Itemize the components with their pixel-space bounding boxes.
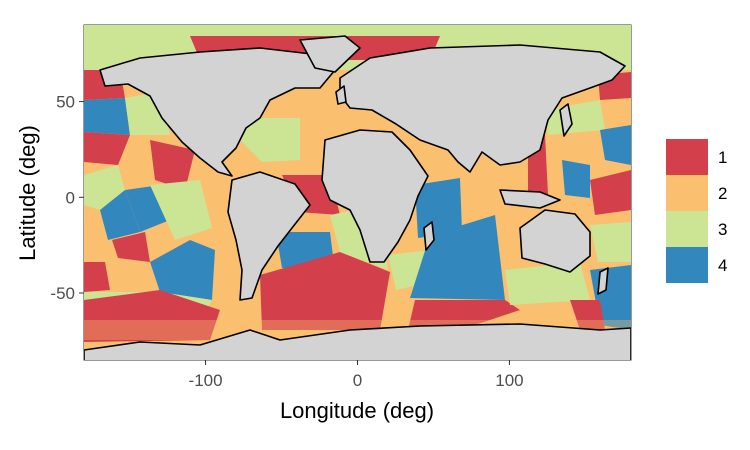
legend-label: 2 [718, 184, 727, 203]
region-spac-east-red [570, 300, 605, 330]
legend-label: 4 [718, 256, 727, 275]
land-masses [84, 35, 631, 360]
legend-swatch [666, 175, 708, 211]
legend: 1 2 3 4 [666, 139, 727, 283]
legend-swatch [666, 211, 708, 247]
region-npac-red-5 [84, 262, 110, 292]
region-wpac-red-2 [590, 170, 631, 215]
legend-label: 1 [718, 148, 727, 167]
region-wpac-blue-2 [600, 125, 631, 165]
region-natl-red [232, 118, 300, 162]
x-axis-title: Longitude (deg) [280, 398, 434, 423]
region-npac-green-2 [84, 165, 125, 210]
land-greenland [299, 35, 361, 73]
land-eurasia [339, 44, 626, 173]
region-spac-red [84, 290, 220, 342]
y-axis-title: Latitude (deg) [15, 125, 40, 261]
land-madagascar [423, 221, 435, 251]
region-npac-blue-4 [150, 240, 215, 300]
x-tick-label: -100 [189, 371, 223, 390]
region-satl-red [260, 252, 390, 330]
y-tick-label: 50 [56, 93, 75, 112]
region-npac-green-3 [150, 180, 212, 240]
land-indonesia [499, 189, 561, 209]
legend-swatch [666, 139, 708, 175]
legend-swatch [666, 247, 708, 283]
x-axis: -100 0 100 [189, 360, 524, 390]
land-north-america [99, 47, 336, 177]
region-npac-red-4 [112, 232, 150, 262]
x-tick-label: 100 [495, 371, 523, 390]
region-npac-red-2 [84, 132, 130, 165]
land-south-america [227, 171, 311, 301]
land-antarctica [84, 323, 631, 360]
x-tick-label: 0 [353, 371, 362, 390]
region-npac-blue-3 [100, 190, 140, 240]
region-ind-red [408, 300, 520, 330]
region-wpac-green [545, 100, 605, 135]
y-axis: 50 0 -50 [50, 93, 84, 303]
region-npac-blue-1 [84, 98, 130, 135]
region-npac-red-3 [150, 140, 195, 190]
region-natl-orange [265, 95, 330, 118]
land-uk [335, 85, 347, 105]
region-wpac-blue [562, 160, 590, 198]
y-tick-label: -50 [50, 284, 75, 303]
y-tick-label: 0 [66, 188, 75, 207]
legend-label: 3 [718, 220, 727, 239]
land-japan [559, 103, 573, 137]
region-ind-green-2 [505, 262, 590, 305]
region-spac-east-green [590, 222, 631, 262]
land-new-zealand [597, 267, 609, 295]
land-australia [519, 209, 591, 273]
land-africa [321, 129, 429, 263]
region-ind-blue-1 [415, 178, 462, 238]
